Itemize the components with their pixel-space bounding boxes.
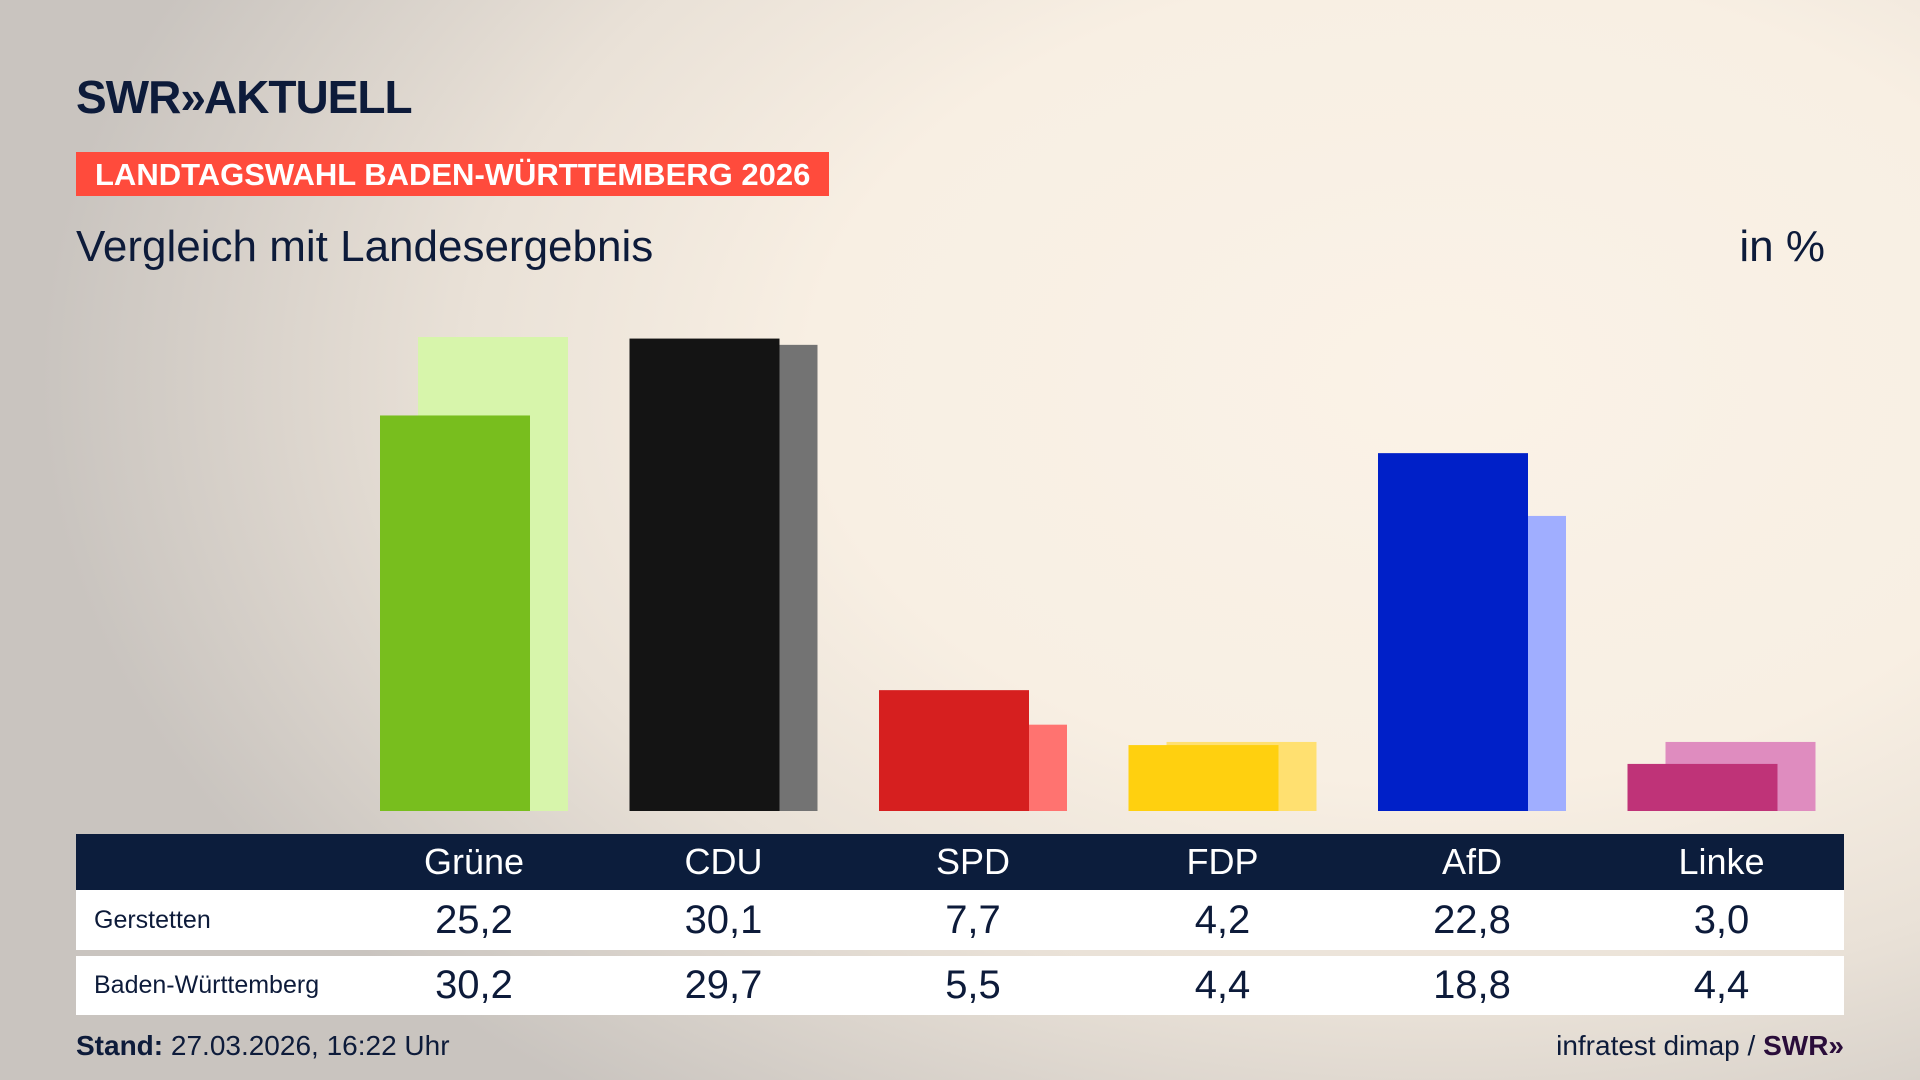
table-header: Grüne CDU SPD FDP AfD Linke bbox=[76, 834, 1844, 890]
value-cell: 4,4 bbox=[1693, 963, 1750, 1007]
bar-local-grüne bbox=[380, 415, 530, 811]
value-cell: 5,5 bbox=[945, 963, 1001, 1007]
logo-text: SWR bbox=[76, 71, 181, 123]
value-cell: 22,8 bbox=[1433, 897, 1511, 942]
value-cell: 7,7 bbox=[945, 897, 1001, 942]
unit-label: in % bbox=[1739, 222, 1825, 271]
bar-local-cdu bbox=[629, 338, 780, 811]
column-header: SPD bbox=[935, 841, 1011, 882]
column-header: Linke bbox=[1678, 841, 1765, 882]
value-cell: 3,0 bbox=[1693, 897, 1750, 942]
column-header: CDU bbox=[684, 841, 763, 882]
source-text: infratest dimap / bbox=[1556, 1030, 1756, 1061]
table-row: Baden-Württemberg 30,2 29,7 5,5 4,4 18,8 4,4 bbox=[76, 956, 1844, 1015]
timestamp: Stand: 27.03.2026, 16:22 Uhr bbox=[76, 1030, 450, 1062]
table-row: Gerstetten 25,2 30,1 7,7 4,2 22,8 3,0 bbox=[76, 890, 1844, 950]
bar-local-afd bbox=[1378, 453, 1528, 811]
election-banner: LANDTAGSWAHL BADEN-WÜRTTEMBERG 2026 bbox=[76, 152, 830, 196]
source: infratest dimap / SWR» bbox=[1556, 1030, 1844, 1062]
value-cell: 4,2 bbox=[1194, 897, 1251, 942]
logo-suffix: AKTUELL bbox=[203, 71, 413, 123]
value-cell: 18,8 bbox=[1433, 963, 1511, 1007]
swr-logo: SWR» bbox=[1763, 1030, 1844, 1061]
stand-label: Stand: bbox=[76, 1030, 164, 1061]
swr-aktuell-logo: SWR» AKTUELL bbox=[76, 70, 413, 124]
chart-title: Vergleich mit Landesergebnis bbox=[76, 222, 654, 271]
column-header: Grüne bbox=[423, 841, 525, 882]
bar-local-spd bbox=[879, 690, 1029, 811]
bar-local-fdp bbox=[1128, 745, 1279, 811]
value-cell: 29,7 bbox=[684, 963, 763, 1007]
row-label: Baden-Württemberg bbox=[94, 971, 320, 999]
value-cell: 30,2 bbox=[435, 963, 513, 1007]
value-cell: 4,4 bbox=[1194, 963, 1251, 1007]
stand-value: 27.03.2026, 16:22 Uhr bbox=[170, 1030, 450, 1061]
value-cell: 30,1 bbox=[684, 897, 763, 942]
column-header: FDP bbox=[1186, 841, 1259, 882]
bar-local-linke bbox=[1627, 763, 1778, 811]
column-header: AfD bbox=[1441, 841, 1502, 882]
row-label: Gerstetten bbox=[94, 905, 211, 934]
value-cell: 25,2 bbox=[435, 897, 513, 942]
